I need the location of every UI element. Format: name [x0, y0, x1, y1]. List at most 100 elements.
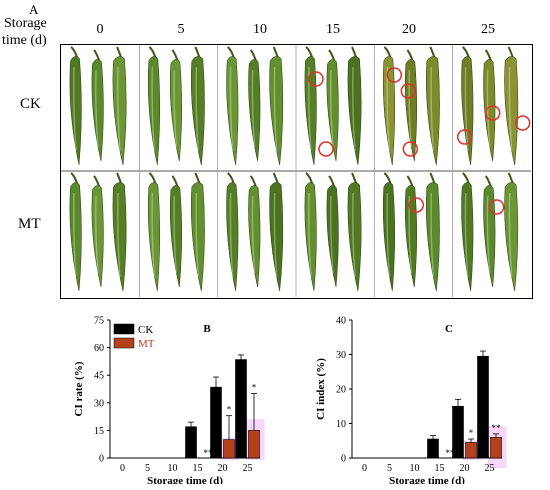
pepper	[169, 185, 183, 288]
pepper-stem	[328, 175, 335, 187]
bar-ck	[235, 359, 247, 459]
pepper-sheen	[251, 69, 256, 148]
pepper-stem	[272, 172, 279, 184]
pepper-stem	[249, 175, 257, 187]
pepper-sheen	[229, 66, 234, 152]
pepper-stem	[462, 46, 470, 58]
pepper	[483, 185, 496, 288]
x-tick-label: 0	[362, 463, 367, 474]
row-label-ck: CK	[20, 96, 41, 112]
significance-label: **	[446, 448, 456, 458]
storage-time-label-line2: time (d)	[2, 33, 47, 48]
day-label-20: 20	[402, 22, 416, 37]
pepper-sheen	[251, 195, 256, 274]
pepper-sheen	[117, 66, 121, 152]
pepper-sheen	[352, 192, 356, 278]
pepper-stem	[383, 46, 392, 58]
bar-ck	[185, 426, 197, 459]
x-tick-label: 25	[485, 463, 495, 474]
day-label-5: 5	[177, 22, 185, 37]
pepper-sheen	[173, 69, 178, 148]
pepper	[169, 59, 183, 162]
significance-label: **	[492, 423, 502, 433]
pepper-stem	[171, 49, 179, 61]
pepper-stem	[429, 46, 436, 58]
pepper-stem	[484, 175, 492, 187]
x-tick-label: 0	[120, 463, 125, 474]
pepper	[347, 182, 362, 292]
pepper	[69, 56, 82, 166]
pepper-sheen	[195, 66, 200, 152]
pepper-photo-cell	[382, 46, 440, 166]
x-tick-label: 15	[193, 463, 203, 474]
x-tick-label: 15	[435, 463, 445, 474]
day-label-15: 15	[326, 22, 340, 37]
pepper	[112, 56, 127, 166]
y-tick-label: 75	[94, 316, 104, 327]
legend-swatch	[113, 323, 135, 335]
legend-label: MT	[138, 338, 155, 350]
panel-a-letter: A	[29, 2, 39, 17]
pepper	[504, 56, 519, 166]
y-axis-label: CI index (%)	[315, 358, 327, 420]
pepper	[112, 182, 127, 292]
chilling-injury-marker	[402, 141, 419, 157]
pepper	[248, 59, 261, 162]
x-axis-label: Storage time (d)	[389, 475, 465, 484]
bar-mt	[465, 442, 477, 459]
pepper-sheen	[151, 66, 156, 152]
storage-time-label-line1: Storage	[4, 16, 47, 31]
pepper	[269, 182, 284, 292]
pepper-sheen	[408, 69, 413, 148]
pepper	[425, 56, 440, 166]
pepper-photo-cell	[69, 46, 127, 166]
bar-ck	[477, 355, 489, 459]
day-label-0: 0	[96, 22, 104, 37]
bar-mt	[223, 439, 235, 459]
pepper-sheen	[173, 195, 178, 274]
panel-letter: B	[203, 323, 211, 335]
pepper-photo-cell	[147, 172, 205, 292]
bar-mt	[490, 437, 502, 459]
y-tick-label: 10	[336, 419, 346, 430]
pepper-stem	[507, 172, 514, 184]
pepper-sheen	[73, 192, 77, 278]
pepper	[382, 182, 396, 292]
pepper-stem	[272, 46, 279, 58]
pepper-sheen	[195, 192, 200, 278]
pepper-photo-cell	[147, 46, 205, 166]
pepper-stem	[194, 46, 201, 58]
pepper	[147, 56, 161, 166]
pepper	[147, 182, 161, 292]
pepper-sheen	[430, 192, 435, 278]
y-tick-label: 30	[336, 350, 346, 361]
pepper-sheen	[486, 69, 491, 148]
chilling-injury-marker	[488, 199, 505, 215]
pepper-sheen	[330, 69, 334, 148]
chilling-injury-marker	[308, 71, 324, 87]
pepper-sheen	[151, 192, 156, 278]
bar-mt	[248, 430, 260, 459]
pepper	[425, 182, 440, 292]
pepper-stem	[328, 49, 335, 61]
pepper-stem	[116, 46, 122, 58]
pepper	[326, 59, 339, 162]
pepper-photo-cell	[69, 172, 127, 292]
pepper-stem	[484, 49, 492, 61]
y-axis-label: CI rate (%)	[73, 361, 85, 416]
legend-label: CK	[138, 324, 153, 336]
chilling-injury-marker	[400, 83, 417, 99]
pepper-stem	[194, 172, 201, 184]
y-tick-label: 30	[94, 398, 104, 409]
pepper-stem	[462, 172, 470, 184]
pepper-sheen	[273, 192, 278, 278]
chilling-injury-marker	[386, 67, 403, 83]
pepper-sheen	[486, 195, 491, 274]
pepper	[304, 56, 317, 166]
pepper	[91, 185, 104, 288]
significance-label: *	[252, 383, 257, 393]
pepper	[326, 185, 339, 288]
pepper	[226, 56, 239, 166]
pepper-sheen	[95, 195, 99, 274]
